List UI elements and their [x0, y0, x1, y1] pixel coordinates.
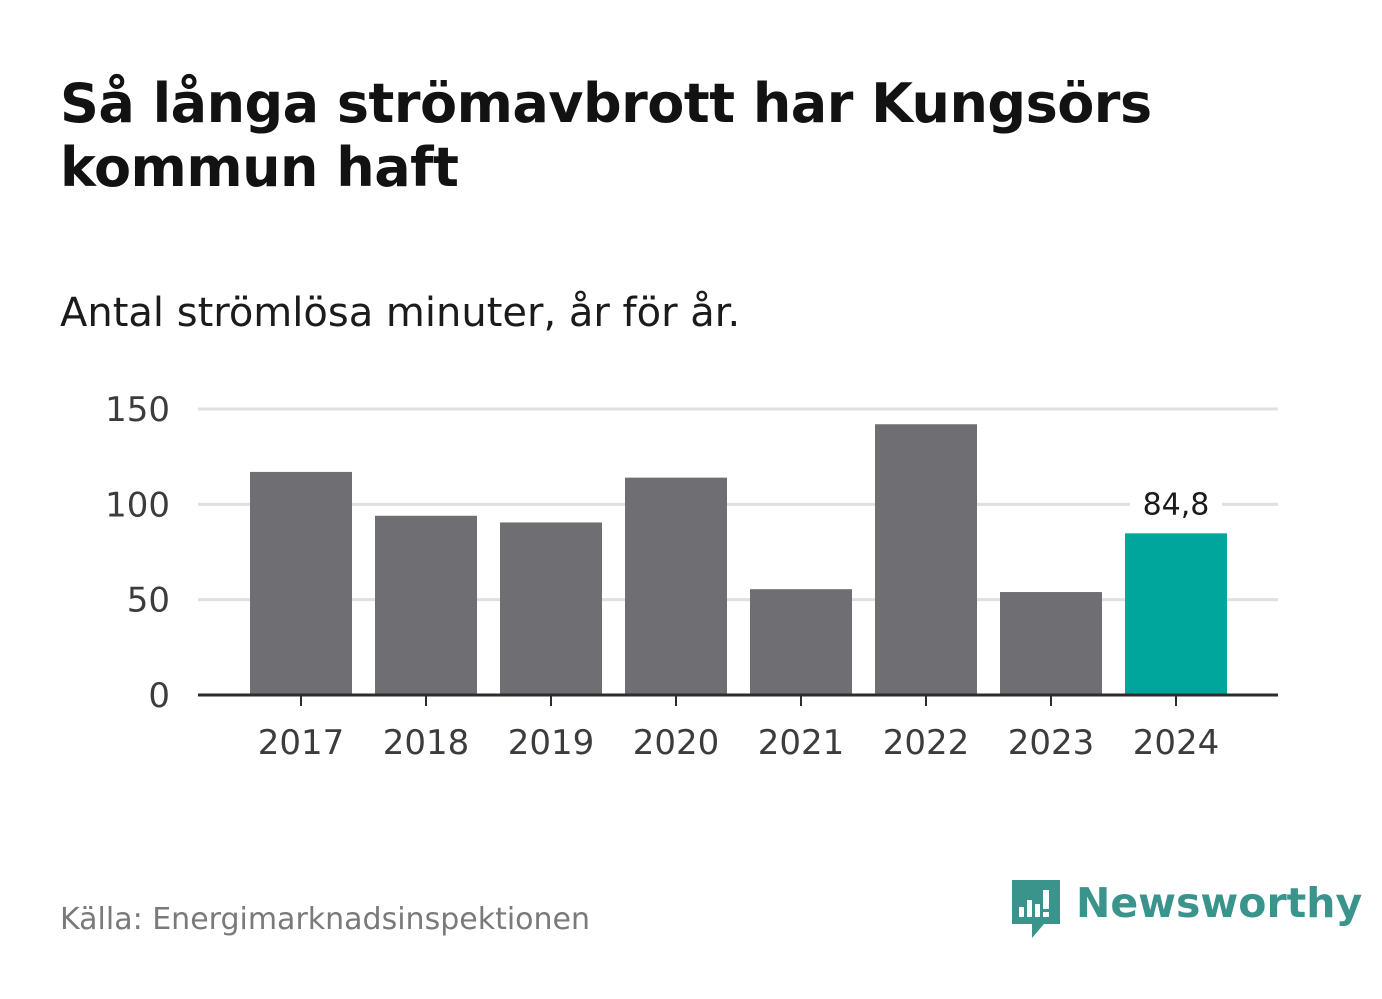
x-tick-label: 2018: [383, 723, 470, 763]
bar-2023[interactable]: [1000, 592, 1102, 695]
bar-2020[interactable]: [625, 477, 727, 695]
y-tick-label: 100: [105, 485, 170, 525]
logo-wordmark: Newsworthy: [1076, 879, 1363, 927]
x-tick-label: 2017: [258, 723, 345, 763]
bar-2018[interactable]: [375, 515, 477, 695]
bar-2022[interactable]: [875, 424, 977, 695]
chart-title: Så långa strömavbrott har Kungsörs kommu…: [60, 72, 1152, 199]
bar-2021[interactable]: [750, 589, 852, 695]
y-tick-label: 0: [148, 676, 170, 716]
x-tick-label: 2022: [883, 723, 970, 763]
x-tick-label: 2020: [633, 723, 720, 763]
x-tick-label: 2019: [508, 723, 595, 763]
x-axis: [198, 693, 1278, 706]
gridlines: [198, 407, 1278, 602]
bar-2024[interactable]: [1125, 533, 1227, 695]
newsworthy-logo[interactable]: Newsworthy: [1010, 878, 1362, 940]
source-note: Källa: Energimarknadsinspektionen: [60, 902, 591, 937]
x-tick-label: 2023: [1008, 723, 1095, 763]
x-tick-label: 2024: [1133, 723, 1220, 763]
labels: 0 50 100 150 2017 2018 2019 2020 2021 2022 2023 202…: [105, 390, 1222, 763]
data-label-2024: 84,8: [1143, 487, 1210, 522]
data-label-background: [1130, 486, 1222, 523]
x-tick-label: 2021: [758, 723, 845, 763]
newsworthy-logo-icon: [1012, 880, 1060, 938]
bar-2019[interactable]: [500, 522, 602, 695]
chart-subtitle: Antal strömlösa minuter, år för år.: [60, 290, 741, 336]
bars: [250, 424, 1227, 695]
bar-2017[interactable]: [250, 471, 352, 695]
y-tick-label: 150: [105, 390, 170, 430]
y-tick-label: 50: [127, 581, 170, 621]
